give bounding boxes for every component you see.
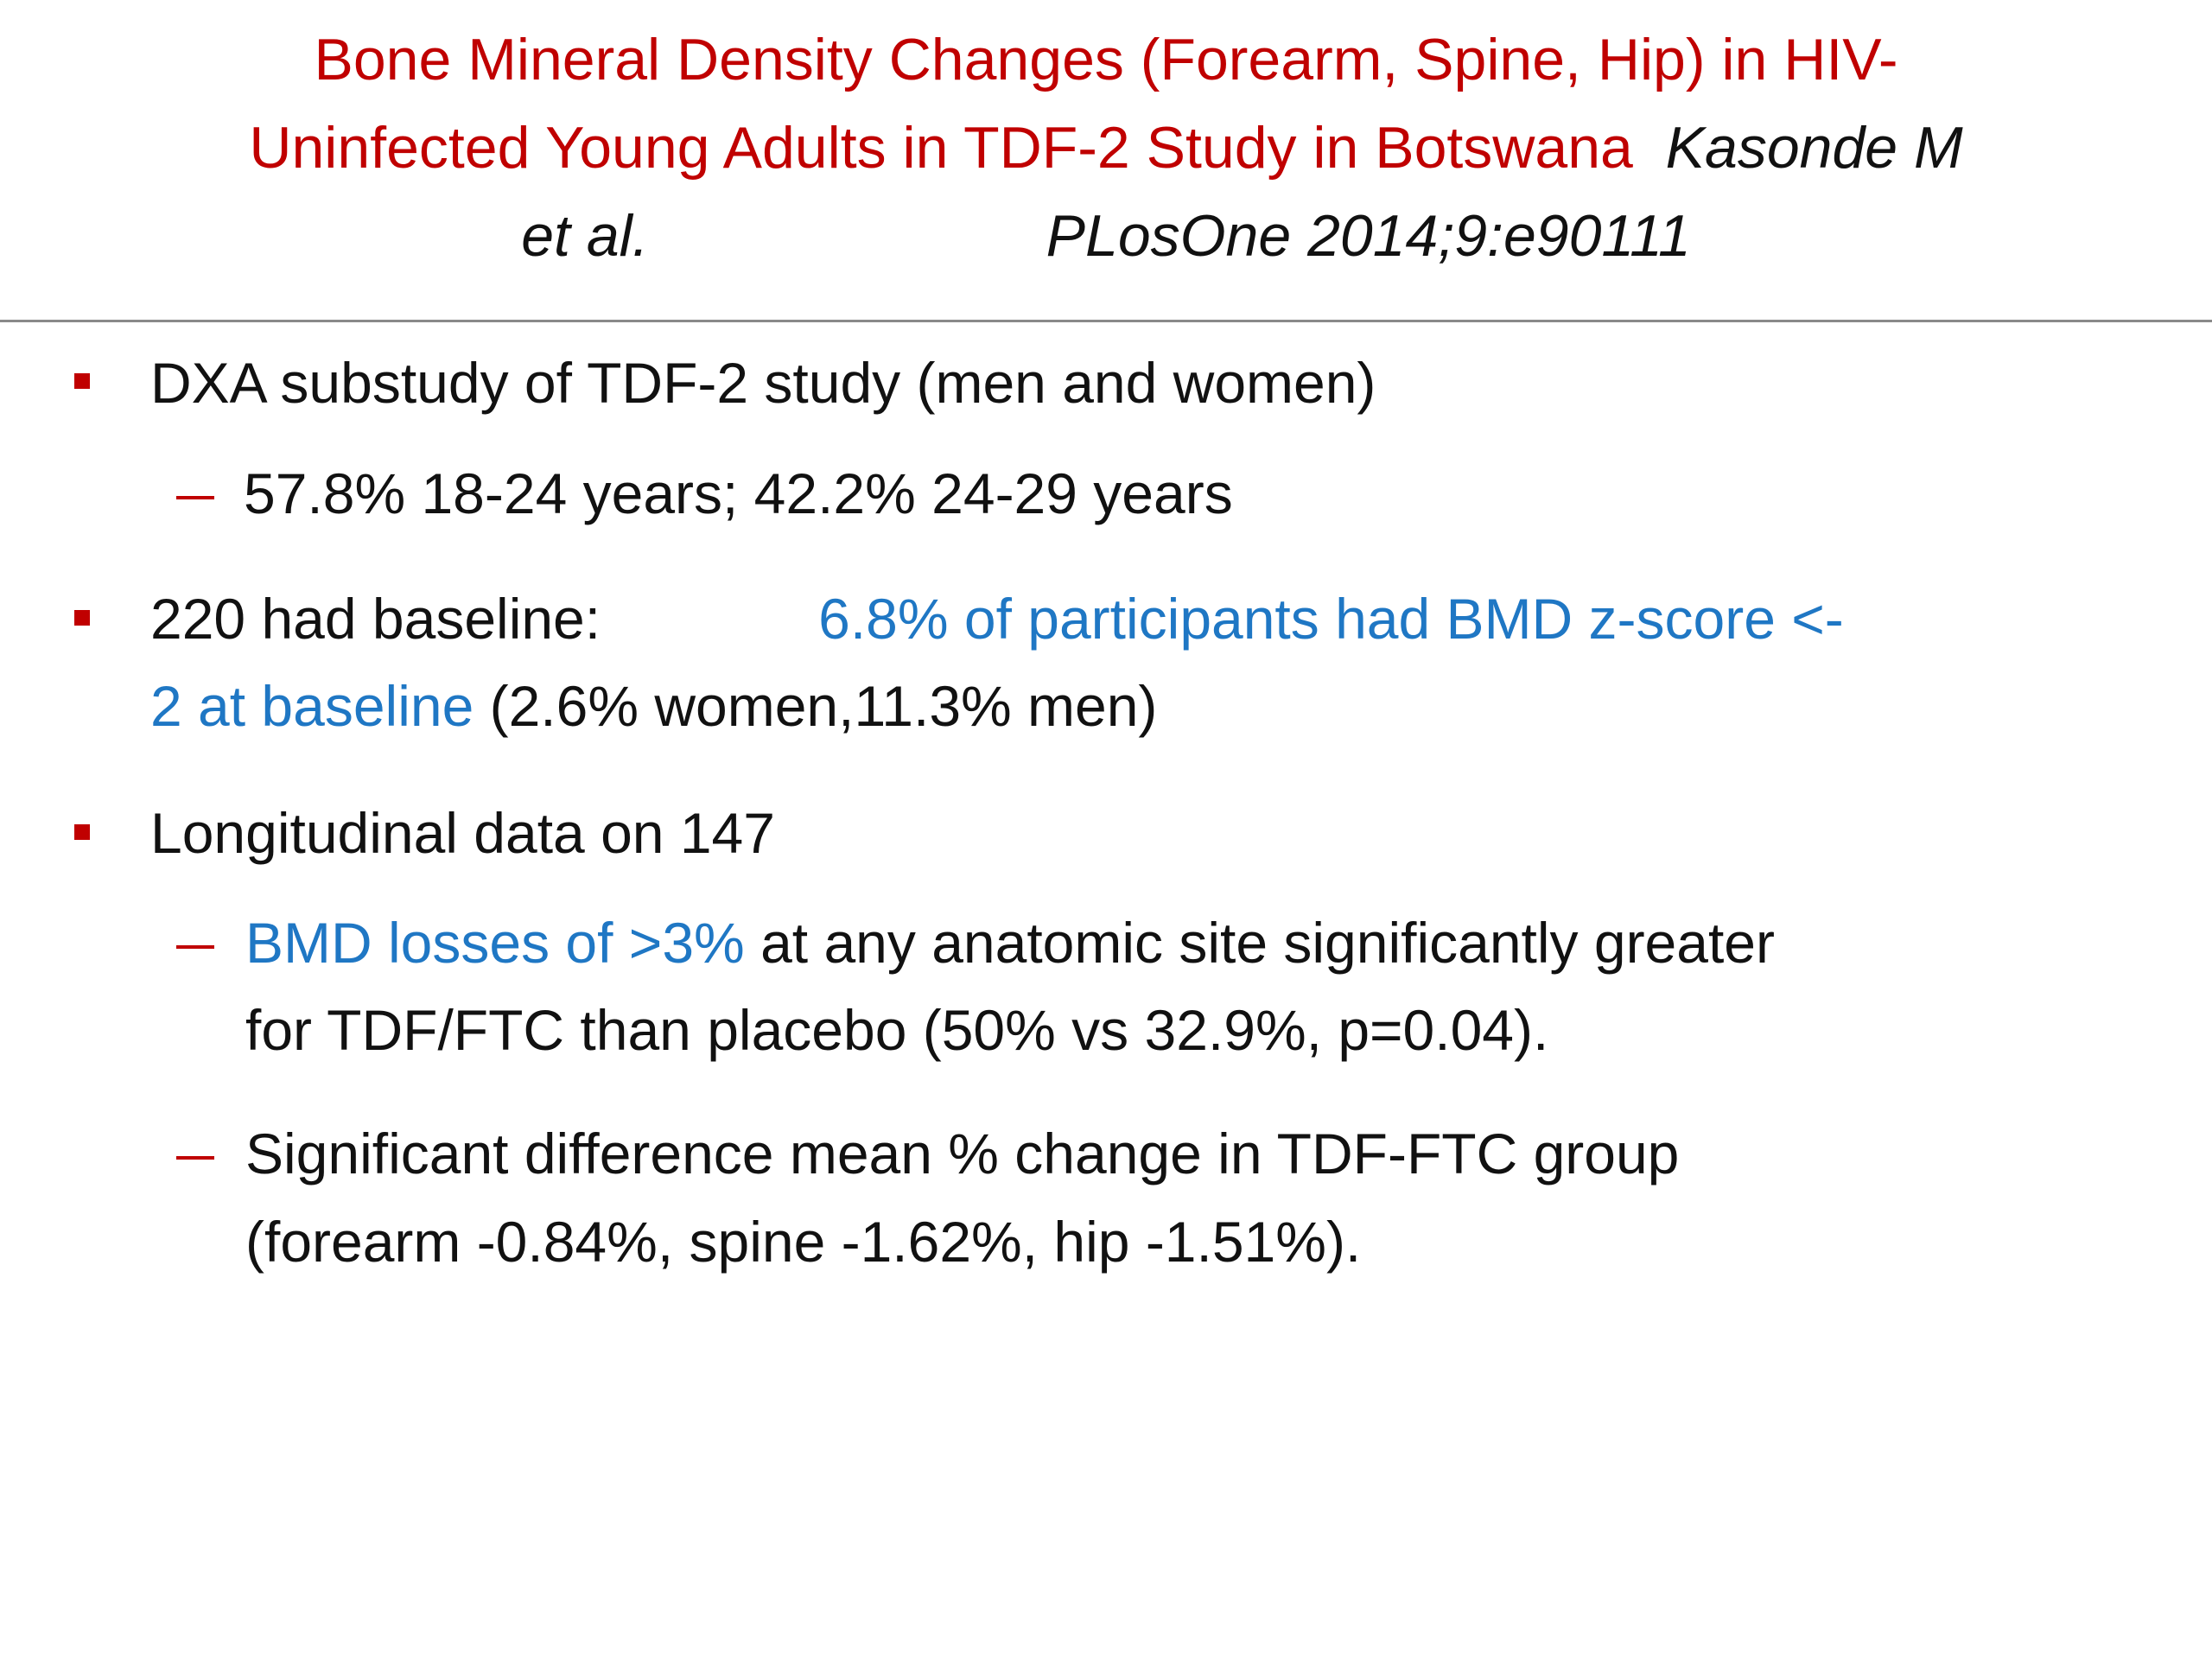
slide-title: Bone Mineral Density Changes (Forearm, S… [130,16,2082,280]
bullet-1-text: DXA substudy of TDF-2 study (men and wom… [150,351,1376,415]
title-divider [0,320,2212,322]
sub-bullet-1-1-text: 57.8% 18-24 years; 42.2% 24-29 years [244,461,1233,525]
bullet-2-highlight-2: 2 at baseline [150,674,474,738]
bullet-2-tail: (2.6% women,11.3% men) [474,674,1158,738]
sub-bullet-3-2-line-1: Significant difference mean % change in … [245,1122,1680,1185]
citation-etal: et al. [521,203,649,269]
bullet-2-line-2: 2 at baseline (2.6% women,11.3% men) [150,662,1157,750]
dash-marker-1-1 [176,496,214,499]
dash-marker-3-1 [176,945,214,949]
citation-author: Kasonde M [1665,115,1963,181]
dash-marker-3-2 [176,1156,214,1160]
bullet-marker-2 [74,610,90,626]
title-line-1: Bone Mineral Density Changes (Forearm, S… [314,27,1898,92]
bullet-marker-3 [74,824,90,840]
bullet-marker-1 [74,373,90,389]
sub-bullet-3-1-highlight: BMD losses of >3% [245,911,745,975]
bullet-2-line-1: 220 had baseline: 6.8% of participants ha… [150,575,1844,663]
sub-bullet-3-1-line-1: BMD losses of >3% at any anatomic site s… [245,899,1775,987]
sub-bullet-3-2-line-2: (forearm -0.84%, spine -1.62%, hip -1.51… [245,1210,1362,1274]
sub-bullet-3-1-rest-1: at any anatomic site significantly great… [744,911,1775,975]
sub-bullet-3-1-line-2: for TDF/FTC than placebo (50% vs 32.9%, … [245,998,1549,1062]
citation-journal: PLosOne 2014;9:e90111 [1046,203,1691,269]
title-line-2-text: Uninfected Young Adults in TDF-2 Study i… [249,115,1633,181]
title-line-3: et al. PLosOne 2014;9:e90111 [130,192,2082,280]
title-line-2: Uninfected Young Adults in TDF-2 Study i… [130,104,2082,192]
bullet-2-lead: 220 had baseline: [150,587,601,651]
bullet-2-highlight-1: 6.8% of participants had BMD z-score <- [818,587,1844,651]
bullet-3-text: Longitudinal data on 147 [150,801,775,865]
